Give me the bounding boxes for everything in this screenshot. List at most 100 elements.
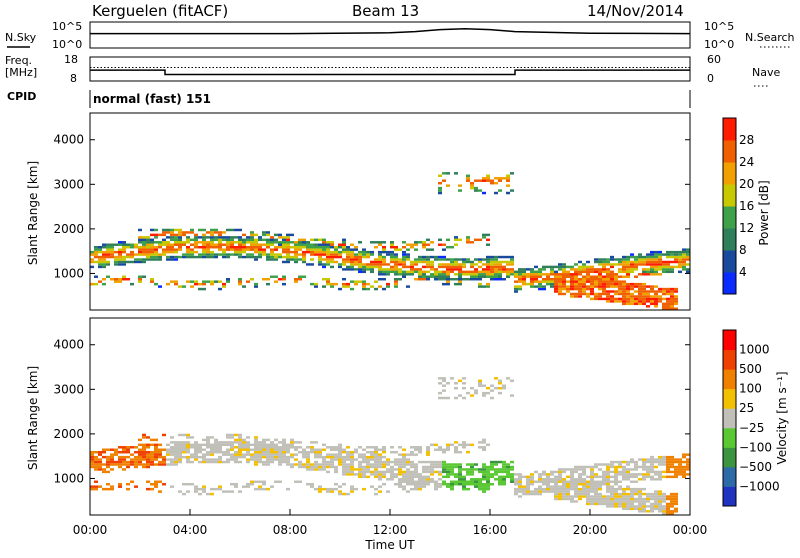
heatmap-cell [202,487,206,491]
heatmap-cell [306,248,310,251]
heatmap-cell [454,446,458,449]
heatmap-cell [638,253,642,256]
heatmap-cell [658,263,662,266]
heatmap-cell [610,275,614,278]
heatmap-cell [646,458,650,461]
heatmap-cell [578,292,582,296]
heatmap-cell [158,490,162,493]
heatmap-cell [390,270,394,274]
heatmap-cell [506,377,510,380]
heatmap-cell [374,260,378,264]
heatmap-cell [622,468,626,471]
heatmap-cell [682,470,686,474]
heatmap-cell [226,443,230,447]
heatmap-cell [462,265,466,269]
heatmap-cell [422,480,426,483]
heatmap-cell [226,448,230,451]
heatmap-cell [642,255,646,259]
heatmap-cell [478,179,482,182]
heatmap-cell [550,273,554,276]
heatmap-cell [330,245,334,249]
heatmap-cell [142,241,146,244]
heatmap-cell [622,275,626,278]
heatmap-cell [146,253,150,256]
heatmap-cell [454,463,458,466]
heatmap-cell [330,253,334,256]
heatmap-cell [382,482,386,486]
heatmap-cell [470,468,474,471]
heatmap-cell [514,275,518,278]
heatmap-cell [614,468,618,471]
colorbar-segment [723,250,736,273]
heatmap-cell [138,248,142,251]
heatmap-cell [374,458,378,461]
heatmap-cell [350,460,354,464]
heatmap-cell [306,458,310,461]
heatmap-cell [626,507,630,511]
heatmap-cell [582,470,586,474]
heatmap-cell [374,265,378,269]
heatmap-cell [346,285,350,288]
heatmap-cell [410,453,414,456]
heatmap-cell [498,386,502,390]
heatmap-cell [506,473,510,476]
heatmap-cell [258,450,262,454]
heatmap-cell [114,260,118,264]
heatmap-cell [634,302,638,306]
heatmap-cell [590,270,594,274]
heatmap-cell [482,470,486,474]
heatmap-cell [454,273,458,276]
heatmap-cell [482,465,486,469]
heatmap-cell [118,241,122,244]
heatmap-cell [286,255,290,259]
heatmap-cell [114,280,118,283]
heatmap-cell [206,436,210,439]
heatmap-cell [590,500,594,503]
heatmap-cell [538,475,542,479]
heatmap-cell [642,468,646,471]
heatmap-cell [90,260,94,264]
heatmap-cell [186,490,190,493]
heatmap-cell [666,470,670,474]
heatmap-cell [242,453,246,456]
heatmap-cell [254,458,258,461]
heatmap-cell [258,255,262,259]
heatmap-cell [622,280,626,283]
heatmap-cell [674,258,678,261]
heatmap-cell [474,258,478,261]
heatmap-cell [538,273,542,276]
heatmap-cell [674,475,678,479]
heatmap-cell [506,465,510,469]
heatmap-cell [682,455,686,459]
heatmap-cell [614,487,618,491]
heatmap-cell [242,485,246,488]
heatmap-cell [674,290,678,293]
heatmap-cell [350,248,354,251]
heatmap-cell [210,243,214,246]
heatmap-cell [282,453,286,456]
heatmap-cell [650,470,654,474]
heatmap-cell [154,241,158,244]
heatmap-cell [262,450,266,454]
heatmap-cell [526,487,530,491]
heatmap-cell [278,441,282,444]
heatmap-cell [682,263,686,266]
heatmap-cell [506,174,510,178]
heatmap-cell [202,438,206,442]
heatmap-cell [438,473,442,476]
heatmap-cell [542,268,546,271]
heatmap-cell [330,453,334,456]
heatmap-cell [390,241,394,244]
heatmap-cell [306,455,310,459]
heatmap-cell [282,460,286,464]
heatmap-cell [538,285,542,288]
heatmap-cell [146,460,150,464]
heatmap-cell [170,441,174,444]
heatmap-cell [138,241,142,244]
heatmap-cell [170,463,174,466]
heatmap-cell [454,441,458,444]
heatmap-cell [242,243,246,246]
heatmap-cell [346,248,350,251]
heatmap-cell [94,455,98,459]
heatmap-cell [498,260,502,264]
